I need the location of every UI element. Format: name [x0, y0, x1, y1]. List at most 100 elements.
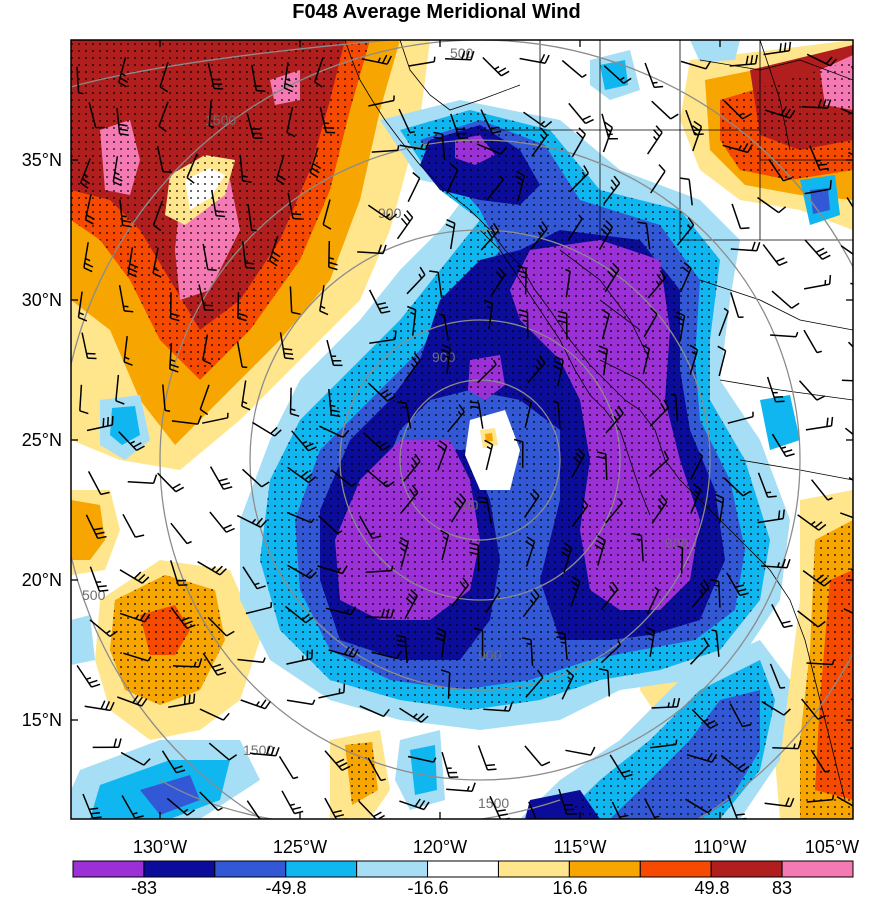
wind-barb-flag	[859, 609, 865, 616]
wind-barb	[359, 705, 384, 718]
wind-barb-flag	[493, 359, 497, 365]
wind-barb-flag	[577, 448, 585, 456]
wind-barb-flag	[492, 130, 502, 134]
wind-barb-flag	[536, 358, 543, 368]
wind-barb-flag	[537, 669, 544, 678]
wind-barb-flag	[202, 359, 212, 365]
wind-barb-flag	[818, 251, 828, 257]
wind-barb-flag	[477, 496, 487, 499]
wind-barb-flag	[164, 409, 171, 412]
wind-barb	[798, 380, 818, 401]
wind-barb-flag	[270, 426, 278, 435]
wind-barb-flag	[91, 683, 101, 688]
wind-barb-flag	[400, 548, 406, 552]
wind-barb	[840, 245, 853, 255]
wind-barb	[806, 798, 833, 803]
wind-barb-flag	[102, 417, 105, 428]
wind-barb-flag	[265, 746, 271, 756]
wind-barb	[688, 179, 693, 206]
wind-barb-flag	[553, 360, 563, 366]
wind-barb-flag	[458, 492, 467, 501]
wind-barb-flag	[775, 257, 785, 263]
wind-barb-flag	[700, 583, 707, 592]
wind-barb-flag	[378, 441, 388, 448]
wind-barb	[477, 545, 480, 572]
wind-barb-flag	[445, 223, 455, 229]
wind-barb-flag	[466, 785, 470, 792]
wind-barb-flag	[783, 624, 793, 629]
wind-barb	[771, 290, 793, 309]
wind-barb-flag	[396, 634, 406, 638]
wind-barb-flag	[723, 307, 729, 312]
wind-barb	[237, 658, 264, 664]
wind-barb-flag	[496, 586, 501, 592]
wind-barb-flag	[414, 453, 421, 462]
lon-label-115w: 115°W	[553, 837, 607, 857]
wind-barb-flag	[277, 174, 286, 181]
wind-barb-flag	[582, 115, 591, 121]
wind-barb-flag	[222, 712, 230, 721]
wind-barb-flag	[386, 55, 392, 65]
wind-barb-flag	[513, 438, 523, 443]
wind-barb	[770, 334, 797, 338]
wind-barb	[643, 313, 658, 338]
wind-barb-flag	[539, 53, 546, 63]
wind-barb	[797, 610, 819, 628]
wind-barb-flag	[183, 695, 187, 705]
wind-barb-flag	[237, 312, 247, 317]
wind-barb-flag	[183, 808, 189, 813]
wind-barb	[486, 179, 504, 201]
wind-barb	[565, 749, 592, 756]
wind-barb-flag	[403, 213, 411, 222]
wind-barb-flag	[382, 244, 387, 254]
wind-barb-flag	[119, 132, 129, 136]
wind-barb-flag	[791, 302, 800, 309]
colorbar-swatch	[356, 860, 429, 878]
wind-barb	[367, 757, 382, 781]
wind-barb-flag	[869, 655, 872, 664]
wind-barb-flag	[84, 262, 94, 268]
wind-barb-flag	[681, 266, 690, 274]
wind-barb-flag	[613, 175, 621, 184]
wind-barb-flag	[595, 539, 605, 546]
wind-barb-flag	[302, 440, 308, 445]
wind-barb-flag	[694, 490, 700, 495]
wind-barb-flag	[860, 352, 864, 355]
wind-barb	[843, 608, 853, 614]
wind-barb	[689, 644, 709, 665]
wind-barb	[447, 672, 451, 699]
wind-barb-flag	[237, 317, 247, 322]
wind-barb-flag	[309, 171, 319, 178]
wind-barb-flag	[90, 811, 100, 815]
wind-barb-flag	[411, 484, 419, 493]
colorbar-swatch	[143, 860, 216, 878]
wind-barb-flag	[664, 818, 666, 819]
wind-barb-flag	[650, 307, 658, 315]
lon-label-120w: 120°W	[412, 837, 468, 857]
wind-barb-flag	[598, 349, 607, 355]
wind-barb-flag	[863, 611, 869, 618]
wind-barb-flag	[261, 481, 270, 488]
wind-barb-flag	[109, 701, 115, 711]
wind-barb-flag	[785, 453, 795, 458]
wind-barb-flag	[461, 50, 466, 60]
wind-barb-flag	[780, 107, 787, 116]
wind-barb-flag	[389, 213, 398, 221]
wind-barb-flag	[169, 363, 179, 369]
wind-barb-flag	[865, 115, 868, 119]
wind-barb-flag	[199, 408, 209, 416]
wind-barb-flag	[251, 518, 257, 524]
colorbar-label: -83	[130, 878, 158, 898]
wind-barb-flag	[186, 809, 196, 816]
wind-barb-flag	[619, 76, 625, 81]
wind-barb-flag	[440, 529, 449, 536]
wind-barb-flag	[738, 145, 742, 151]
wind-barb-flag	[375, 440, 381, 445]
wind-barb-flag	[381, 310, 391, 314]
wind-barb-flag	[660, 402, 666, 412]
wind-barb-flag	[436, 627, 446, 633]
wind-barb-flag	[861, 217, 870, 220]
wind-barb-flag	[737, 762, 746, 770]
wind-barb	[850, 282, 853, 285]
wind-barb	[761, 700, 785, 716]
